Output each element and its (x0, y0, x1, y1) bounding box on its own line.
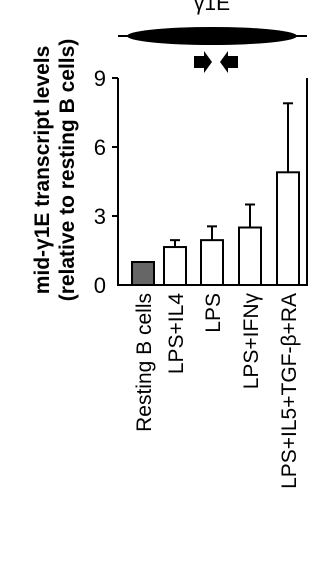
forward-primer-arrow-icon (194, 51, 212, 73)
axis-frame (117, 78, 308, 286)
y-axis-label-line1: mid-γ1E transcript levels (31, 46, 54, 295)
category-labels: Resting B cells LPS+IL4 LPS LPS+IFNγ LPS+IL5… (133, 293, 301, 489)
gene-label: γ1E (194, 0, 230, 15)
y-tick-label: 6 (94, 135, 106, 160)
bars (131, 102, 300, 287)
y-tick-label: 9 (94, 66, 106, 91)
category-label: LPS+IL4 (165, 293, 188, 374)
y-tick-label: 3 (94, 204, 106, 229)
gene-exon-shape (127, 27, 297, 45)
y-axis-ticks: 0 3 6 9 (94, 66, 118, 298)
bar (238, 226, 262, 286)
y-axis-label-line2: (relative to resting B cells) (56, 39, 79, 302)
category-label: LPS+IFNγ (240, 293, 263, 390)
bar (131, 261, 155, 286)
bar (200, 239, 224, 286)
category-label: LPS (202, 293, 225, 333)
bar (276, 171, 300, 286)
y-axis-title: mid-γ1E transcript levels (relative to r… (31, 39, 79, 302)
gene-diagram: γ1E (118, 0, 307, 73)
category-label: LPS+IL5+TGF-β+RA (278, 293, 301, 489)
category-label: Resting B cells (133, 293, 156, 432)
y-tick-label: 0 (94, 273, 106, 298)
reverse-primer-arrow-icon (220, 51, 238, 73)
bar (163, 246, 187, 287)
